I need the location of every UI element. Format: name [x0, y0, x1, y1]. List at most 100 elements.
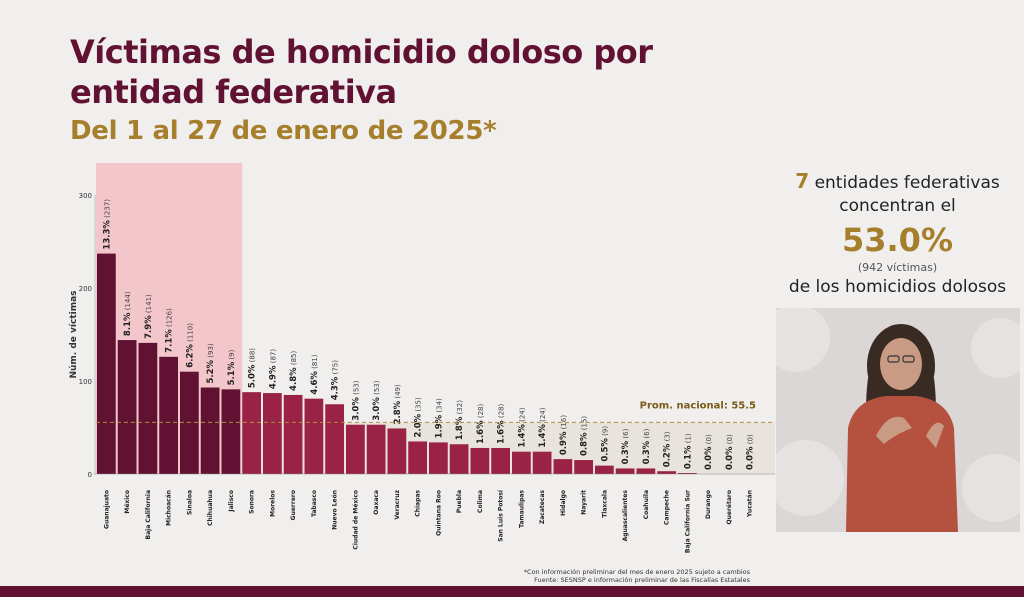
title-line-2: entidad federativa [70, 73, 397, 111]
count-label: (24) [539, 407, 547, 424]
percent-label: 7.9% [144, 315, 154, 339]
bar [387, 428, 407, 474]
x-tick-label: Aguascalientes [622, 490, 629, 542]
data-label: 0.8% (15) [580, 416, 590, 456]
percent-label: 0.3% [621, 440, 631, 464]
x-tick-label: Tlaxcala [601, 490, 608, 518]
x-tick-label: Ciudad de México [352, 490, 359, 550]
sign-language-interpreter-video [776, 308, 1020, 532]
bar [97, 253, 116, 474]
count-label: (53) [352, 380, 360, 397]
x-tick-label: Tabasco [311, 490, 318, 517]
count-label: (28) [498, 404, 506, 421]
bar [532, 451, 552, 474]
percent-label: 13.3% [102, 220, 112, 250]
y-tick-label: 100 [79, 378, 92, 386]
percent-label: 5.0% [248, 364, 258, 388]
data-label: 4.9% (87) [268, 349, 278, 389]
x-tick-label: Querétaro [726, 490, 733, 524]
x-tick-label: San Luis Potosí [498, 489, 505, 542]
x-tick-label: Chihuahua [207, 490, 214, 526]
y-tick-label: 0 [88, 471, 92, 479]
count-label: (28) [477, 404, 485, 421]
data-label: 1.4% (24) [517, 407, 527, 447]
count-label: (85) [290, 351, 298, 368]
percent-label: 0.0% [725, 446, 735, 470]
bar [200, 387, 220, 474]
x-tick-label: Guerrero [290, 490, 297, 520]
count-label: (9) [228, 349, 236, 361]
count-label: (34) [435, 398, 443, 415]
count-label: (3) [664, 431, 672, 443]
summary-line-2: concentran el [839, 196, 956, 216]
x-tick-label: Sonora [249, 490, 256, 514]
count-label: (16) [560, 415, 568, 432]
x-tick-label: Baja California [145, 490, 152, 539]
count-label: (237) [103, 199, 111, 220]
percent-label: 4.9% [268, 365, 278, 389]
percent-label: 1.9% [434, 414, 444, 438]
x-tick-label: Tamaulipas [518, 490, 525, 528]
summary-count: 7 [795, 169, 810, 193]
data-label: 13.3% (237) [102, 199, 112, 250]
bar [512, 451, 531, 474]
data-label: 5.0% (88) [248, 348, 258, 388]
x-tick-label: Veracruz [394, 489, 401, 519]
count-label: (6) [643, 428, 651, 440]
data-label: 0.2% (3) [663, 431, 673, 467]
percent-label: 0.3% [642, 440, 652, 464]
percent-label: 0.5% [600, 438, 610, 462]
bar [595, 465, 614, 474]
count-label: (53) [373, 380, 381, 397]
bar [636, 468, 656, 474]
average-label: Prom. nacional: 55.5 [640, 400, 756, 411]
y-tick-label: 300 [79, 192, 92, 200]
x-tick-label: Michoacán [166, 490, 173, 526]
bar [263, 393, 282, 474]
data-label: 0.3% (6) [621, 428, 631, 464]
x-tick-label: Jalisco [228, 490, 235, 513]
bar [304, 398, 324, 474]
summary-victims: (942 víctimas) [857, 261, 938, 274]
footnote: *Con información preliminar del mes de e… [430, 568, 750, 584]
data-label: 2.0% (35) [414, 397, 424, 437]
footnote-line-2: Fuente: SESNSP e información preliminar … [534, 576, 750, 584]
chart-title: Víctimas de homicidio doloso por entidad… [70, 32, 653, 112]
count-label: (75) [332, 360, 340, 377]
data-label: 2.8% (49) [393, 384, 403, 424]
data-label: 4.3% (75) [331, 360, 341, 400]
data-label: 6.2% (110) [185, 323, 195, 368]
percent-label: 1.6% [476, 420, 486, 444]
bar [574, 460, 593, 474]
data-label: 4.8% (85) [289, 351, 299, 391]
x-tick-label: Morelos [269, 490, 276, 517]
data-label: 5.1% (9) [227, 349, 237, 385]
summary-line-1-text: entidades federativas [809, 173, 1000, 193]
x-tick-label: Puebla [456, 490, 463, 513]
data-label: 1.6% (28) [497, 404, 507, 444]
count-label: (93) [207, 343, 215, 360]
footnote-line-1: *Con información preliminar del mes de e… [523, 568, 750, 576]
title-line-1: Víctimas de homicidio doloso por [70, 33, 653, 71]
percent-label: 3.0% [351, 397, 361, 421]
summary-panel: 7 entidades federativas concentran el 53… [770, 170, 1024, 299]
data-label: 7.9% (141) [144, 294, 154, 339]
data-label: 7.1% (126) [165, 308, 175, 353]
summary-line-1: 7 entidades federativas [770, 170, 1024, 195]
x-tick-label: Guanajuato [103, 490, 110, 529]
data-label: 3.0% (53) [351, 380, 361, 420]
x-tick-label: Nuevo León [332, 490, 339, 530]
data-label: 8.1% (144) [123, 291, 133, 336]
bar [242, 392, 261, 474]
bar [429, 442, 448, 474]
percent-label: 1.8% [455, 416, 465, 440]
x-tick-label: Coahuila [643, 490, 650, 519]
x-tick-label: Nayarit [581, 490, 588, 515]
x-tick-label: Colima [477, 490, 484, 513]
percent-label: 4.3% [331, 376, 341, 400]
bar [678, 473, 697, 474]
bar [449, 444, 469, 474]
percent-label: 4.6% [310, 371, 320, 395]
data-label: 0.0% (0) [725, 434, 735, 470]
